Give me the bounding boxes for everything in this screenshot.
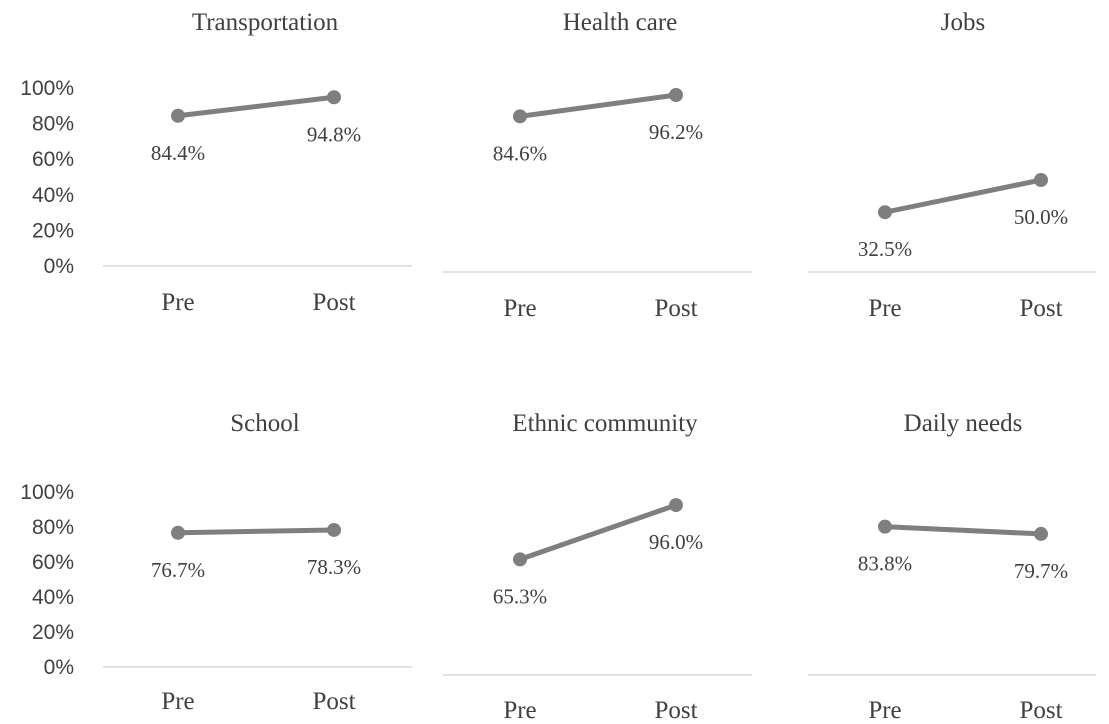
data-point-marker — [327, 90, 341, 105]
chart-title: Transportation — [192, 9, 339, 36]
data-label: 79.7% — [1014, 559, 1068, 583]
y-tick-label: 100% — [20, 77, 74, 100]
data-point-marker — [171, 108, 185, 123]
data-label: 32.5% — [858, 237, 912, 261]
series-line — [882, 177, 1044, 215]
x-tick-label: Pre — [161, 289, 194, 316]
chart-panel-3: Jobs Pre Post 32.5% 50.0% — [808, 9, 1096, 322]
x-tick-label: Post — [312, 688, 355, 715]
y-tick-label: 0% — [44, 255, 74, 278]
y-tick-label: 20% — [32, 621, 74, 644]
y-tick-label: 80% — [32, 516, 74, 539]
x-tick-label: Post — [1019, 295, 1062, 322]
chart-panel-1: Transportation 0% 20% 40% 60% 80% 100% Pre Post 8… — [20, 9, 412, 316]
data-point-marker — [669, 87, 683, 102]
series-line — [882, 524, 1044, 537]
chart-title: Jobs — [941, 9, 985, 36]
data-label: 96.2% — [649, 120, 703, 144]
data-label: 96.0% — [649, 530, 703, 554]
data-point-marker — [1034, 526, 1048, 541]
series-line — [175, 94, 337, 119]
data-label: 84.6% — [493, 141, 547, 165]
y-tick-label: 60% — [32, 551, 74, 574]
chart-panel-2: Health care Pre Post 84.6% 96.2% — [443, 9, 752, 322]
data-label: 83.8% — [858, 552, 912, 576]
chart-title: Daily needs — [904, 410, 1023, 437]
y-tick-label: 40% — [32, 184, 74, 207]
data-label: 78.3% — [307, 555, 361, 579]
data-point-marker — [513, 552, 527, 567]
x-tick-label: Post — [654, 697, 697, 724]
series-line — [517, 92, 679, 119]
data-label: 84.4% — [151, 141, 205, 165]
x-tick-label: Post — [1019, 697, 1062, 724]
chart-title: Health care — [563, 9, 678, 36]
chart-title: Ethnic community — [512, 410, 698, 437]
data-label: 94.8% — [307, 122, 361, 146]
y-tick-label: 100% — [20, 481, 74, 504]
data-label: 50.0% — [1014, 205, 1068, 229]
x-tick-label: Post — [654, 295, 697, 322]
x-tick-label: Pre — [503, 295, 536, 322]
chart-title: School — [230, 410, 300, 437]
chart-panel-5: Ethnic community Pre Post 65.3% 96.0% — [443, 410, 752, 724]
x-tick-label: Pre — [161, 688, 194, 715]
series-line — [517, 502, 679, 562]
data-point-marker — [878, 205, 892, 220]
data-point-marker — [327, 522, 341, 537]
x-tick-label: Pre — [503, 697, 536, 724]
y-tick-label: 60% — [32, 148, 74, 171]
x-tick-label: Pre — [868, 295, 901, 322]
data-label: 76.7% — [151, 558, 205, 582]
chart-panel-4: School 0% 20% 40% 60% 80% 100% Pre Post 76.7% 78.3… — [20, 410, 412, 715]
data-label: 65.3% — [493, 584, 547, 608]
data-point-marker — [669, 498, 683, 513]
x-tick-label: Post — [312, 289, 355, 316]
y-tick-label: 40% — [32, 586, 74, 609]
y-tick-label: 0% — [44, 656, 74, 679]
y-tick-label: 80% — [32, 113, 74, 136]
data-point-marker — [513, 109, 527, 124]
chart-panel-6: Daily needs Pre Post 83.8% 79.7% — [808, 410, 1096, 724]
data-point-marker — [878, 519, 892, 534]
data-point-marker — [1034, 173, 1048, 187]
series-line — [175, 527, 337, 536]
x-tick-label: Pre — [868, 697, 901, 724]
data-point-marker — [171, 525, 185, 540]
y-tick-label: 20% — [32, 219, 74, 242]
